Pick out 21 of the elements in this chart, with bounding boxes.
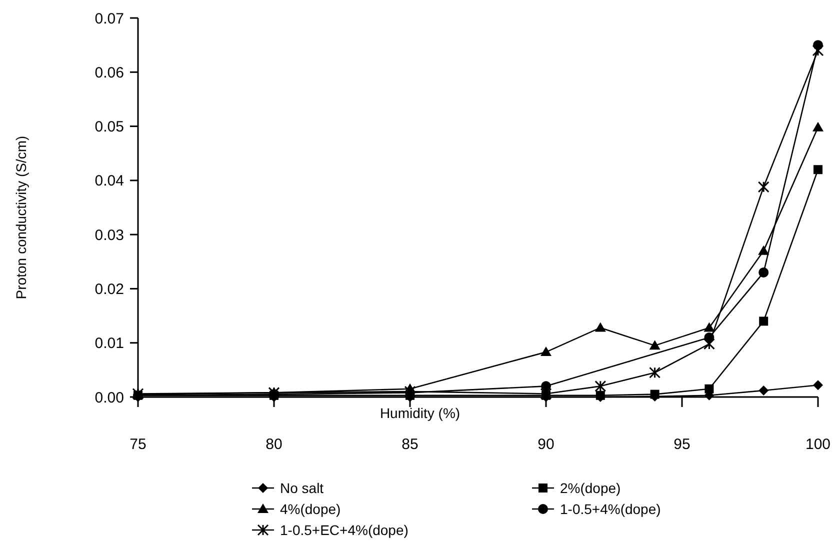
x-axis-title: Humidity (%) xyxy=(380,405,460,421)
x-tick-label: 90 xyxy=(538,436,554,453)
y-tick-label: 0.03 xyxy=(94,226,124,244)
y-tick-label: 0.05 xyxy=(94,118,124,136)
legend-label: 2%(dope) xyxy=(560,480,621,496)
legend-label: 4%(dope) xyxy=(280,500,341,517)
y-tick-label: 0.07 xyxy=(94,10,124,28)
y-tick-label: 0.00 xyxy=(94,389,124,406)
y-axis-title: Proton conductivity (S/cm) xyxy=(13,136,29,300)
legend-label: 1-0.5+4%(dope) xyxy=(560,500,661,517)
legend-label: 1-0.5+EC+4%(dope) xyxy=(280,522,408,538)
x-tick-label: 100 xyxy=(805,436,831,453)
x-tick-label: 85 xyxy=(402,436,418,453)
x-tick-label: 80 xyxy=(266,436,282,453)
x-tick-label: 75 xyxy=(130,436,146,453)
y-tick-label: 0.01 xyxy=(94,335,124,352)
y-tick-label: 0.06 xyxy=(94,64,124,82)
y-tick-label: 0.02 xyxy=(94,280,124,298)
y-tick-label: 0.04 xyxy=(94,172,124,190)
legend-label: No salt xyxy=(280,480,324,496)
x-tick-label: 95 xyxy=(674,436,690,453)
